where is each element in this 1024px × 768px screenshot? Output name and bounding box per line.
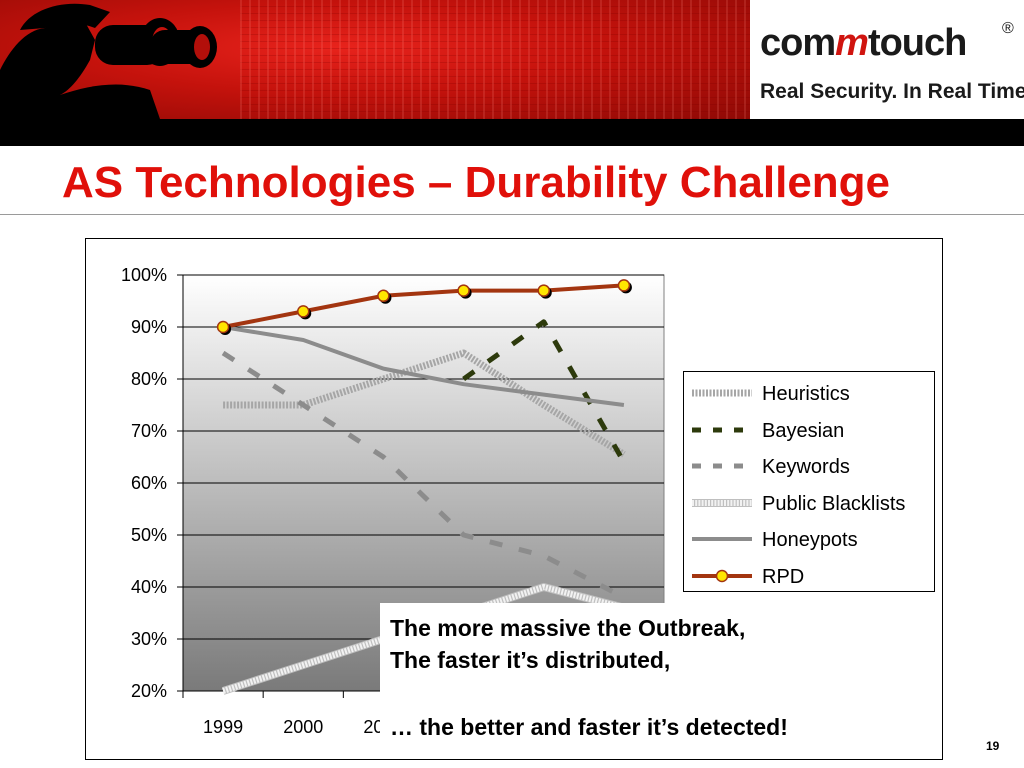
callout-line-3: … the better and faster it’s detected! <box>390 714 788 740</box>
data-point-rpd <box>457 284 470 297</box>
legend-swatch <box>692 569 752 582</box>
callout-line-1: The more massive the Outbreak, <box>390 615 746 641</box>
legend-label: Bayesian <box>762 419 845 442</box>
title-underline <box>0 214 1024 215</box>
series-line-bayesian <box>462 319 627 464</box>
legend-item-honeypots: Honeypots <box>684 521 934 557</box>
legend-item-keywords: Keywords <box>684 448 934 484</box>
y-tick-label: 60% <box>131 473 167 493</box>
y-tick-label: 40% <box>131 577 167 597</box>
legend-swatch <box>692 537 752 541</box>
legend-label: Honeypots <box>762 529 858 551</box>
data-point-rpd <box>297 305 310 318</box>
callout-line-2: The faster it’s distributed, <box>390 647 671 673</box>
x-tick-label: 2000 <box>283 717 323 737</box>
data-point-rpd <box>216 320 230 334</box>
data-point-rpd <box>537 284 550 297</box>
series-line-honeypots <box>222 325 625 407</box>
data-point-rpd <box>617 279 631 292</box>
y-tick-label: 30% <box>131 629 167 649</box>
legend-swatch <box>692 498 752 507</box>
banner-image <box>0 0 750 119</box>
legend-item-public-blacklists: Public Blacklists <box>684 485 934 521</box>
slide-title: AS Technologies – Durability Challenge <box>62 158 891 207</box>
chart-legend: Heuristics Bayesian Keywords Public Blackli… <box>683 371 935 592</box>
series-line-keywords <box>221 350 626 600</box>
legend-swatch <box>692 463 752 469</box>
y-tick-label: 20% <box>131 681 167 701</box>
series-line-rpd <box>222 283 625 329</box>
legend-label: Keywords <box>762 456 850 478</box>
x-tick-label: 1999 <box>203 717 243 737</box>
callout-box: The more massive the Outbreak, The faste… <box>380 603 925 753</box>
header-divider-bar <box>0 119 1024 146</box>
legend-item-rpd: RPD <box>684 558 934 594</box>
y-tick-label: 100% <box>121 265 167 285</box>
legend-swatch <box>692 427 752 432</box>
commtouch-logo: commtouch ® Real Security. In Real Time. <box>750 0 1024 119</box>
logo-wordmark: commtouch <box>760 22 967 64</box>
legend-swatch <box>692 389 752 397</box>
logo-tagline: Real Security. In Real Time. <box>760 80 1024 103</box>
y-tick-label: 70% <box>131 421 167 441</box>
legend-item-heuristics: Heuristics <box>684 375 934 411</box>
y-tick-label: 80% <box>131 369 167 389</box>
legend-item-bayesian: Bayesian <box>684 412 934 448</box>
page-number: 19 <box>986 739 1000 753</box>
series-line-heuristics <box>223 349 626 458</box>
header-banner: commtouch ® Real Security. In Real Time. <box>0 0 1024 119</box>
binoculars-man-icon <box>0 3 217 119</box>
legend-label: RPD <box>762 565 805 588</box>
legend-label: Public Blacklists <box>762 492 906 515</box>
y-tick-label: 90% <box>131 317 167 337</box>
y-tick-label: 50% <box>131 525 167 545</box>
registered-mark: ® <box>1002 20 1014 37</box>
circuit-texture <box>240 0 750 119</box>
legend-label: Heuristics <box>762 383 850 405</box>
data-point-rpd <box>377 289 390 303</box>
